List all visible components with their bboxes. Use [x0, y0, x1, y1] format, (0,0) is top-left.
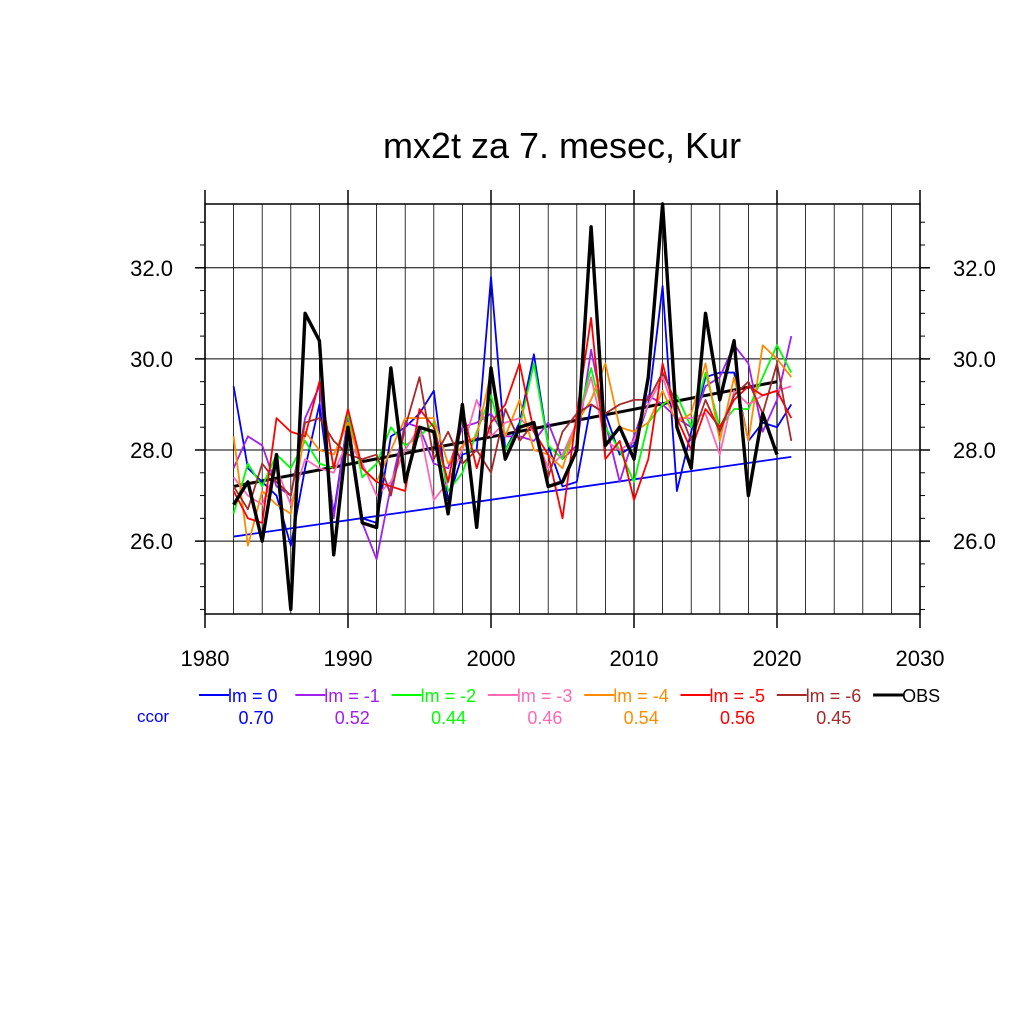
ccor-label: ccor: [137, 707, 169, 726]
chart-title: mx2t za 7. mesec, Kur: [383, 125, 741, 166]
x-tick-label: 1980: [181, 646, 230, 671]
legend-ccor-value: 0.44: [431, 708, 466, 728]
plot-frame: [204, 203, 921, 615]
legend-ccor-value: 0.54: [624, 708, 659, 728]
y-tick-label-right: 26.0: [953, 529, 996, 554]
x-tick-label: 1990: [324, 646, 373, 671]
legend-label: OBS: [902, 686, 940, 706]
x-tick-label: 2030: [896, 646, 945, 671]
legend-label: lm = 0: [228, 686, 278, 706]
legend-ccor-value: 0.56: [720, 708, 755, 728]
legend-ccor-value: 0.70: [238, 708, 273, 728]
legend-ccor-value: 0.46: [527, 708, 562, 728]
y-tick-label-right: 28.0: [953, 438, 996, 463]
legend-ccor-value: 0.52: [335, 708, 370, 728]
legend-label: lm = -6: [806, 686, 862, 706]
legend-label: lm = -2: [421, 686, 477, 706]
x-tick-label: 2020: [753, 646, 802, 671]
model-trend-line: [233, 455, 792, 538]
legend-label: lm = -1: [324, 686, 380, 706]
y-tick-label: 32.0: [130, 256, 173, 281]
y-tick-label: 26.0: [130, 529, 173, 554]
axes: 1980 1990 2000 2010 2020 2030 26.0 26.0 28.0 28.0…: [130, 190, 996, 671]
x-tick-label: 2000: [467, 646, 516, 671]
x-tick-label: 2010: [610, 646, 659, 671]
series-line-7: [232, 202, 779, 612]
y-tick-label-right: 30.0: [953, 347, 996, 372]
y-tick-label: 30.0: [130, 347, 173, 372]
series-lines: [232, 202, 793, 612]
y-tick-label-right: 32.0: [953, 256, 996, 281]
legend-label: lm = -5: [710, 686, 766, 706]
legend-label: lm = -4: [613, 686, 669, 706]
legend-label: lm = -3: [517, 686, 573, 706]
y-tick-label: 28.0: [130, 438, 173, 463]
legend-ccor-value: 0.45: [816, 708, 851, 728]
